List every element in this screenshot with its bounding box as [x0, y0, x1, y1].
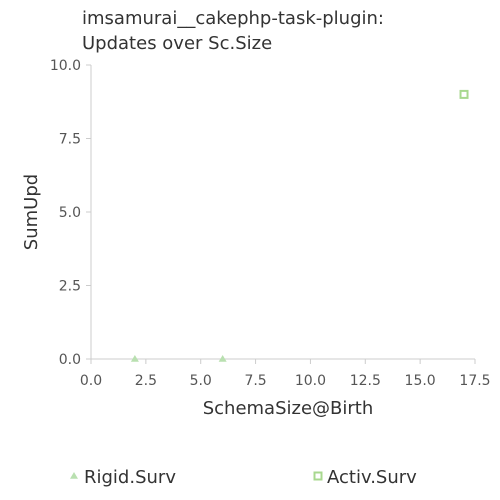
x-tick-label: 2.5 — [135, 373, 157, 389]
x-tick-label: 15.0 — [405, 373, 436, 389]
y-tick-label: 10.0 — [50, 58, 81, 74]
x-axis-title: SchemaSize@Birth — [203, 398, 374, 419]
y-tick-label: 2.5 — [59, 279, 81, 295]
axes — [91, 65, 475, 359]
data-point — [219, 355, 227, 362]
y-axis-title: SumUpd — [21, 174, 42, 250]
x-tick-label: 10.0 — [295, 373, 326, 389]
y-tick-label: 5.0 — [59, 205, 81, 221]
x-tick-label: 17.5 — [459, 373, 490, 389]
chart-title-line-2: Updates over Sc.Size — [82, 33, 272, 54]
x-tick-label: 7.5 — [244, 373, 266, 389]
x-tick-label: 5.0 — [190, 373, 212, 389]
legend-label: Rigid.Surv — [84, 467, 176, 488]
x-tick-label: 0.0 — [80, 373, 102, 389]
legend-label: Activ.Surv — [327, 467, 417, 488]
y-tick-label: 7.5 — [59, 132, 81, 148]
y-tick-label: 0.0 — [59, 352, 81, 368]
data-point — [461, 91, 468, 98]
data-points — [131, 91, 468, 362]
legend: Rigid.Surv Activ.Surv — [70, 467, 417, 488]
data-point — [131, 355, 139, 362]
x-tick-label: 12.5 — [350, 373, 381, 389]
legend-marker — [70, 472, 78, 479]
chart-title-line-1: imsamurai__cakephp-task-plugin: — [82, 8, 384, 29]
legend-marker — [315, 473, 322, 480]
ticks: 0.0 2.5 5.0 7.5 10.0 12.5 15.0 17.5 0.0 2.5 5.0 7.5… — [50, 58, 491, 389]
